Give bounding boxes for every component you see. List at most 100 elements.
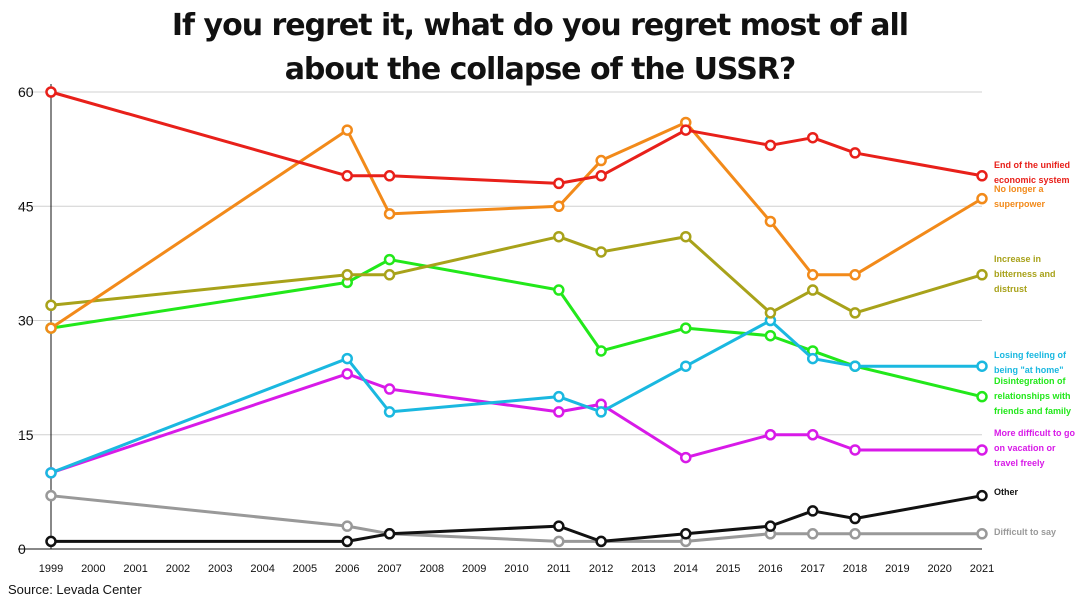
series-line [50, 235, 983, 315]
data-point [976, 269, 988, 281]
x-tick-label: 2014 [674, 563, 698, 575]
x-tick-label: 2019 [885, 563, 909, 575]
data-point [680, 528, 692, 540]
data-point [806, 505, 819, 517]
data-point [976, 528, 988, 540]
series-line [50, 120, 983, 330]
data-point [806, 284, 819, 296]
data-point [45, 322, 57, 334]
series-line [50, 494, 982, 543]
series-line [50, 90, 983, 185]
data-point [764, 139, 777, 152]
data-point [764, 307, 777, 319]
data-point [45, 86, 57, 98]
x-tick-label: 2003 [208, 563, 232, 575]
x-tick-label: 2010 [504, 563, 528, 575]
data-point [341, 170, 353, 182]
data-point [595, 170, 607, 182]
data-point [849, 444, 861, 456]
series-label: More difficult to go on vacation or travel… [994, 428, 1075, 468]
data-point [341, 535, 353, 548]
data-point [806, 528, 819, 540]
series-label: No longer a superpower [994, 184, 1046, 209]
x-tick-label: 2000 [81, 563, 105, 575]
data-point [976, 360, 988, 372]
data-point [849, 360, 861, 372]
data-point [764, 329, 777, 342]
x-tick-label: 2009 [462, 563, 486, 575]
series-line [50, 372, 982, 475]
data-point [764, 520, 777, 532]
data-point [383, 170, 396, 182]
x-tick-label: 2008 [420, 563, 444, 575]
data-point [553, 177, 565, 190]
data-point [849, 269, 861, 281]
data-point [976, 489, 988, 502]
data-point [976, 390, 988, 403]
data-point [553, 230, 565, 243]
data-point [383, 269, 396, 281]
x-tick-label: 2012 [589, 563, 613, 575]
x-tick-label: 2021 [970, 563, 994, 575]
data-point [806, 269, 819, 281]
x-tick-label: 2004 [250, 563, 274, 575]
data-point [595, 345, 607, 357]
data-point [806, 131, 819, 144]
data-point [680, 360, 692, 372]
y-tick-label: 45 [18, 198, 34, 214]
data-point [849, 528, 861, 540]
data-point [680, 451, 692, 464]
x-tick-label: 2016 [758, 563, 782, 575]
data-point [595, 406, 607, 418]
x-tick-label: 2001 [123, 563, 147, 575]
series-label: Disintegration of relationships with frien… [994, 376, 1071, 416]
series-label: Difficult to say [994, 527, 1056, 537]
data-point [680, 230, 692, 243]
data-point [383, 406, 396, 418]
data-point [553, 520, 565, 532]
data-point [553, 535, 565, 548]
x-tick-label: 2005 [293, 563, 317, 575]
series-line [51, 494, 983, 543]
series-label: Increase in bitterness and distrust [994, 254, 1056, 294]
x-tick-label: 2017 [800, 563, 824, 575]
data-point [341, 520, 353, 532]
data-point [764, 429, 777, 441]
data-point [595, 535, 607, 548]
data-point [383, 528, 396, 540]
data-point [680, 322, 692, 334]
data-point [976, 192, 988, 205]
data-point [595, 246, 607, 258]
y-tick-label: 30 [18, 313, 34, 329]
x-tick-label: 2007 [377, 563, 401, 575]
data-point [45, 299, 57, 312]
chart-title-line-2: about the collapse of the USSR? [284, 52, 797, 87]
data-point [764, 215, 777, 228]
series-line [50, 319, 982, 475]
chart-title: If you regret it, what do you regret mos… [0, 4, 1080, 92]
data-point [383, 208, 396, 220]
x-tick-label: 1999 [39, 563, 63, 575]
data-point [553, 390, 565, 403]
series-label: End of the unified economic system [994, 160, 1070, 185]
data-point [383, 383, 396, 395]
data-point [849, 147, 861, 159]
x-tick-label: 2011 [547, 563, 571, 575]
data-point [595, 154, 607, 167]
series-label: Losing feeling of being "at home" [994, 350, 1067, 375]
data-point [680, 124, 692, 136]
data-point [553, 284, 565, 296]
data-point [341, 269, 353, 281]
data-point [849, 512, 861, 525]
data-point [45, 535, 57, 548]
data-point [341, 124, 353, 136]
series-label: Other [994, 487, 1019, 497]
x-tick-label: 2006 [335, 563, 359, 575]
source-note: Source: Levada Center [8, 582, 142, 597]
y-tick-label: 60 [18, 84, 34, 100]
data-point [976, 170, 988, 182]
series-line [50, 258, 983, 399]
x-tick-label: 2002 [166, 563, 190, 575]
data-point [553, 200, 565, 212]
